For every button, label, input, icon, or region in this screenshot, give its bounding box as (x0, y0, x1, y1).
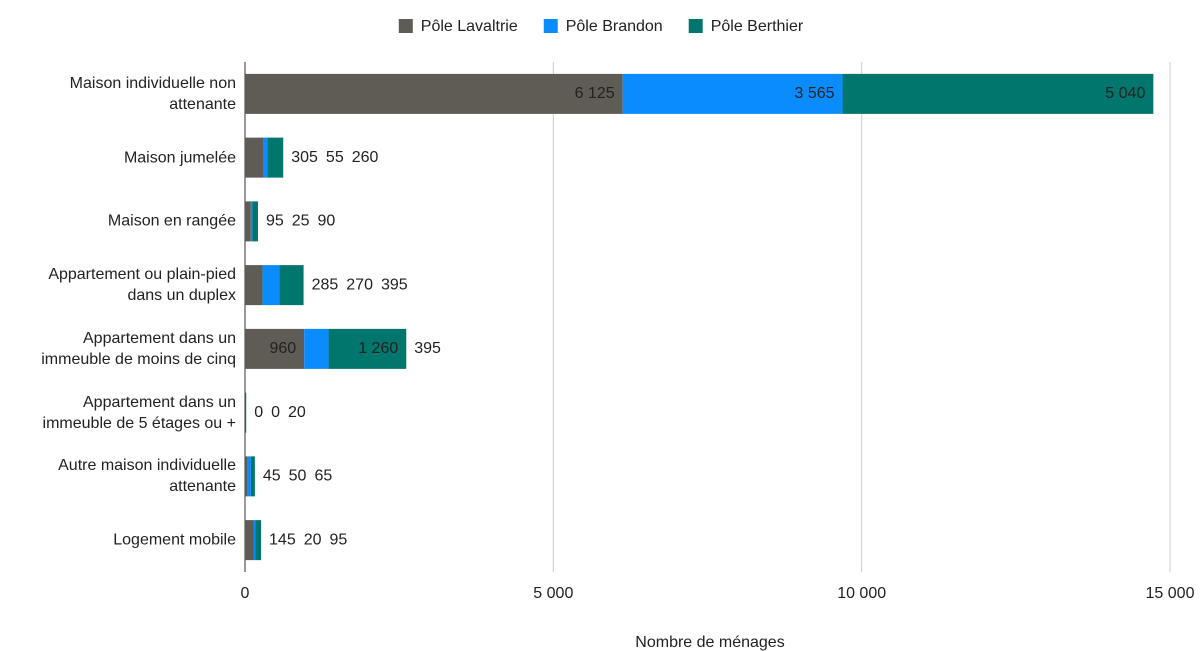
bar-segment (247, 456, 251, 497)
value-label: 305 (291, 149, 318, 166)
y-tick-label: Maison individuelle non attenante (69, 74, 236, 113)
x-tick-label: 5 000 (533, 585, 573, 602)
bar-segment (245, 520, 254, 561)
value-label: 45 (263, 468, 281, 485)
legend-swatch (688, 19, 703, 33)
value-label: 270 (346, 276, 373, 293)
value-label: 50 (289, 468, 307, 485)
bar-segment (842, 73, 1154, 114)
value-label: 395 (414, 340, 441, 357)
value-label: 0 (271, 404, 280, 421)
y-tick-label: Appartement dans un immeuble de 5 étages… (42, 393, 236, 432)
legend-swatch (398, 19, 413, 33)
value-label: 65 (314, 468, 332, 485)
value-label: 95 (330, 531, 348, 548)
value-label: 3 565 (795, 85, 835, 102)
value-label: 1 260 (358, 340, 398, 357)
bar-segment (267, 137, 284, 178)
bar-segment (262, 265, 280, 306)
value-label: 95 (266, 213, 284, 230)
x-axis-label: Nombre de ménages (635, 634, 784, 651)
bar-segment (245, 201, 251, 242)
bar-segment (263, 137, 268, 178)
x-tick-label: 15 000 (1146, 585, 1195, 602)
y-tick-label: Maison jumelée (123, 149, 236, 167)
bar-segment (304, 328, 329, 369)
y-tick-label: Maison en rangée (107, 212, 236, 230)
legend-swatch (543, 19, 558, 33)
value-label: 20 (304, 531, 322, 548)
bar-segment (245, 73, 623, 114)
x-tick-label: 10 000 (837, 585, 886, 602)
value-label: 285 (312, 276, 339, 293)
bar-segment (245, 265, 263, 306)
legend-label: Pôle Brandon (566, 18, 663, 35)
bar-segment (255, 520, 262, 561)
value-label: 260 (352, 149, 379, 166)
value-label: 960 (269, 340, 296, 357)
value-label: 145 (269, 531, 296, 548)
value-label: 25 (292, 213, 310, 230)
y-tick-label: Autre maison individuelle attenante (58, 457, 236, 496)
bar-segment (328, 328, 407, 369)
value-label: 395 (381, 276, 408, 293)
bar-segment (622, 73, 843, 114)
y-tick-label: Appartement dans un immeuble de moins de… (41, 329, 236, 368)
y-tick-label: Logement mobile (113, 531, 236, 549)
value-label: 90 (318, 213, 336, 230)
value-label: 6 125 (575, 85, 615, 102)
legend-label: Pôle Berthier (711, 18, 804, 35)
value-label: 55 (326, 149, 344, 166)
value-label: 5 040 (1105, 85, 1145, 102)
bar-segment (250, 201, 253, 242)
bar-segment (245, 137, 264, 178)
bar-segment (245, 328, 305, 369)
value-label: 0 (254, 404, 263, 421)
bar-segment (252, 201, 258, 242)
bar-segment (253, 520, 256, 561)
bar-segment (245, 456, 248, 497)
value-label: 20 (288, 404, 306, 421)
x-tick-label: 0 (241, 585, 250, 602)
bar-segment (279, 265, 304, 306)
bar-segment (250, 456, 255, 497)
bar-segment (245, 392, 247, 433)
legend-label: Pôle Lavaltrie (421, 18, 518, 35)
y-tick-label: Appartement ou plain-pied dans un duplex (48, 266, 236, 305)
